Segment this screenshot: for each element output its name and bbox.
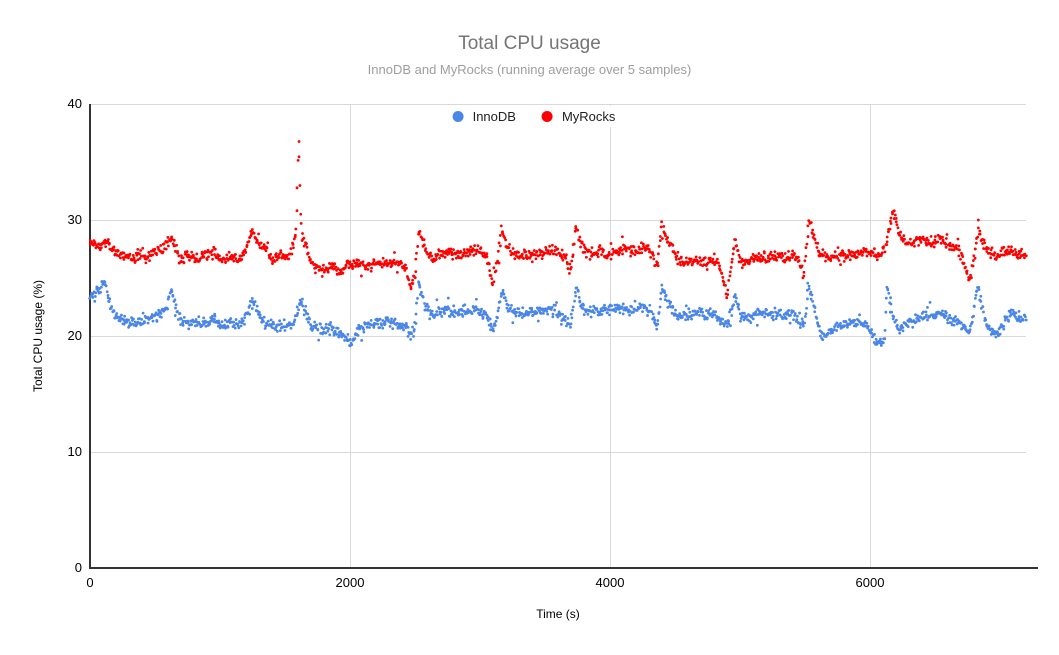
legend-item-myrocks[interactable]: MyRocks [541,109,616,124]
y-tick-20: 20 [67,328,82,343]
legend-item-innodb[interactable]: InnoDB [452,109,516,124]
y-tick-40: 40 [67,96,82,111]
x-tick-4000: 4000 [595,575,625,590]
y-tick-10: 10 [67,444,82,459]
chart-title: Total CPU usage [458,33,601,54]
y-axis-title: Total CPU usage (%) [31,279,45,393]
legend-label-myrocks: MyRocks [561,109,616,124]
y-tick-30: 30 [67,212,82,227]
legend-swatch-innodb-icon [452,111,464,122]
legend-swatch-myrocks-icon [541,111,553,122]
y-tick-0: 0 [74,560,82,575]
x-tick-0: 0 [86,575,94,590]
x-tick-6000: 6000 [855,575,885,590]
x-tick-2000: 2000 [335,575,365,590]
legend-label-innodb: InnoDB [472,109,516,124]
chart-subtitle: InnoDB and MyRocks (running average over… [367,62,692,77]
x-axis-title: Time (s) [536,607,580,621]
chart-legend: InnoDB MyRocks [438,106,630,127]
